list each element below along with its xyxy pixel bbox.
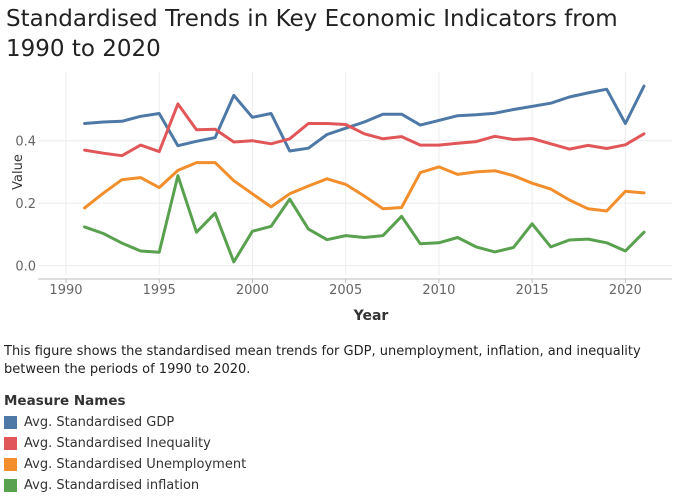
x-axis-label: Year <box>353 308 389 324</box>
x-tick-label: 2000 <box>236 283 269 298</box>
legend: Measure Names Avg. Standardised GDP Avg. … <box>4 393 246 496</box>
series-line-avg-standardised-unemployment <box>83 161 646 213</box>
x-tick-label: 2010 <box>422 283 455 298</box>
series-line-avg-standardised-gdp <box>83 84 646 153</box>
x-tick-label: 1995 <box>143 283 176 298</box>
x-tick-label: 1990 <box>49 283 82 298</box>
legend-label: Avg. Standardised inflation <box>24 478 200 493</box>
series-lines <box>83 84 646 264</box>
legend-label: Avg. Standardised Unemployment <box>24 457 247 472</box>
legend-swatch <box>4 479 17 492</box>
legend-item: Avg. Standardised inflation <box>4 475 246 496</box>
x-tick-label: 2005 <box>329 283 362 298</box>
y-axis-label: Value <box>11 154 26 190</box>
x-axis: 1990 1995 2000 2005 2010 2015 2020 <box>38 278 672 298</box>
chart-caption: This figure shows the standardised mean … <box>4 344 641 377</box>
chart-title: Standardised Trends in Key Economic Indi… <box>6 6 618 62</box>
legend-item: Avg. Standardised GDP <box>4 412 246 433</box>
grid-lines <box>38 72 672 275</box>
x-tick-label: 2015 <box>516 283 549 298</box>
x-tick-label: 2020 <box>609 283 642 298</box>
legend-label: Avg. Standardised GDP <box>24 415 175 430</box>
series-line-avg-standardised-inflation <box>83 174 646 264</box>
legend-title: Measure Names <box>4 393 126 409</box>
series-line-avg-standardised-inequality <box>83 102 646 158</box>
legend-items: Avg. Standardised GDP Avg. Standardised I… <box>4 412 246 496</box>
legend-label: Avg. Standardised Inequality <box>24 436 211 451</box>
legend-swatch <box>4 437 17 450</box>
y-tick-label: 0.2 <box>15 197 36 212</box>
legend-item: Avg. Standardised Unemployment <box>4 454 246 475</box>
line-chart: 1990 1995 2000 2005 2010 2015 2020 0.0 0.2 0.4 Y… <box>11 72 672 324</box>
y-axis: 0.0 0.2 0.4 <box>15 135 36 275</box>
y-tick-label: 0.4 <box>15 135 36 150</box>
legend-item: Avg. Standardised Inequality <box>4 433 246 454</box>
legend-swatch <box>4 416 17 429</box>
y-tick-label: 0.0 <box>15 260 36 275</box>
legend-swatch <box>4 458 17 471</box>
